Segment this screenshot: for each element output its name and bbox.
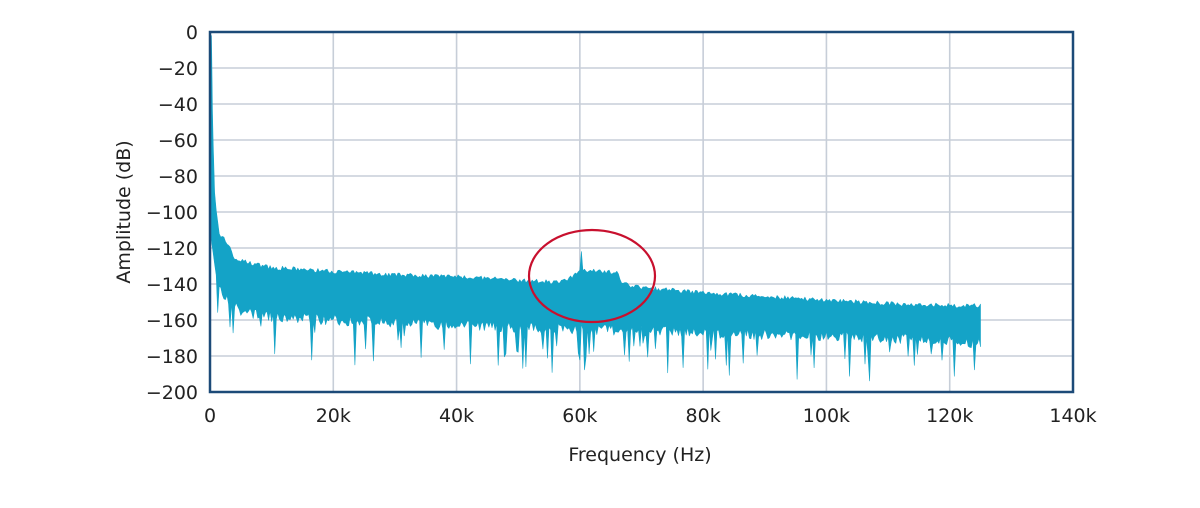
y-tick: −80 (158, 166, 198, 188)
y-tick: −60 (158, 130, 198, 152)
y-tick: −180 (146, 346, 198, 368)
x-tick: 100k (803, 405, 850, 427)
y-tick: −160 (146, 310, 198, 332)
y-tick: −120 (146, 238, 198, 260)
x-tick: 20k (316, 405, 351, 427)
y-tick: −40 (158, 94, 198, 116)
plot-frame (208, 30, 1075, 394)
x-tick: 40k (439, 405, 474, 427)
y-tick: −200 (146, 382, 198, 404)
y-tick-labels: 0 −20 −40 −60 −80 −100 −120 −140 −160 −180 −200 (146, 22, 198, 404)
x-axis-label: Frequency (Hz) (568, 444, 711, 466)
y-tick: −100 (146, 202, 198, 224)
y-tick: 0 (186, 22, 198, 44)
x-tick: 80k (686, 405, 721, 427)
spectrum-series (209, 35, 981, 382)
x-tick-labels: 0 20k 40k 60k 80k 100k 120k 140k (204, 405, 1097, 427)
y-tick: −140 (146, 274, 198, 296)
x-tick: 0 (204, 405, 216, 427)
y-tick: −20 (158, 58, 198, 80)
highlight-ellipse (527, 228, 657, 324)
y-axis-label: Amplitude (dB) (113, 140, 135, 283)
x-tick: 120k (926, 405, 973, 427)
x-tick: 140k (1049, 405, 1096, 427)
x-tick: 60k (562, 405, 597, 427)
